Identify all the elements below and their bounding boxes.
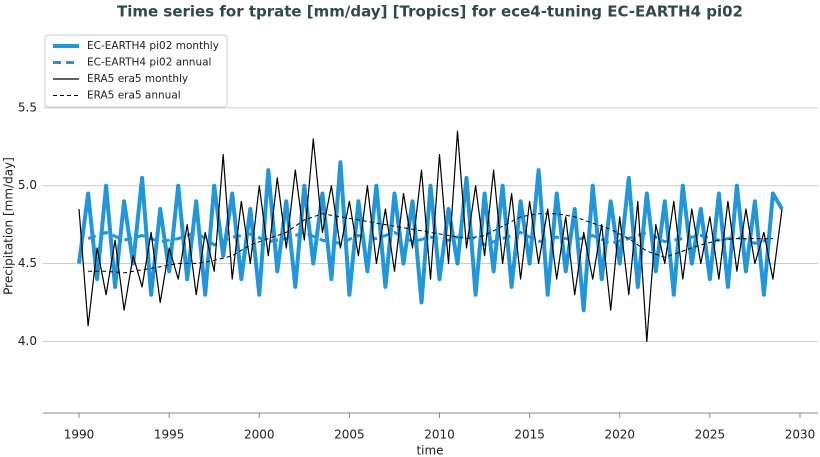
legend-label: ERA5 era5 monthly [87, 73, 188, 85]
legend-label: EC-EARTH4 pi02 monthly [87, 40, 219, 52]
x-tick-label: 2000 [244, 428, 275, 442]
x-tick-label: 2015 [514, 428, 545, 442]
series-line [77, 160, 784, 313]
x-axis-label: time [416, 444, 443, 457]
x-tick-label: 2005 [334, 428, 365, 442]
series-line [87, 230, 774, 247]
series-line [88, 213, 773, 274]
series-line [78, 130, 783, 342]
chart-title: Time series for tprate [mm/day] [Tropics… [117, 3, 743, 21]
x-tick-label: 2020 [604, 428, 635, 442]
legend-label: ERA5 era5 annual [87, 90, 181, 102]
x-tick-label: 1990 [64, 428, 95, 442]
legend-box [44, 34, 228, 108]
y-tick-label: 4.5 [18, 256, 37, 270]
x-tick-label: 2025 [695, 428, 726, 442]
y-tick-label: 4.0 [18, 334, 37, 348]
x-tick-label: 1995 [154, 428, 185, 442]
y-tick-label: 5.0 [18, 178, 37, 192]
y-tick-label: 5.5 [18, 100, 37, 114]
x-tick-label: 2030 [785, 428, 816, 442]
legend-label: EC-EARTH4 pi02 annual [87, 57, 211, 69]
x-tick-label: 2010 [424, 428, 455, 442]
y-axis-label: Precipitation [mm/day] [2, 157, 16, 295]
